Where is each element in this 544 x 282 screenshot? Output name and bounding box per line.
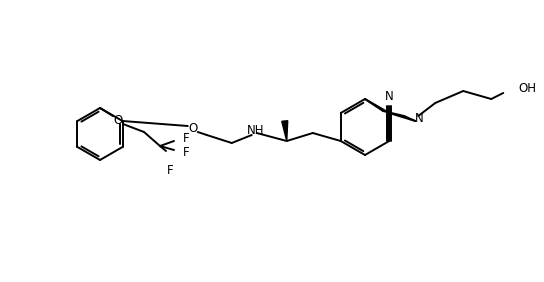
Text: F: F [183,146,189,158]
Text: O: O [113,113,122,127]
Text: N: N [385,91,394,103]
Polygon shape [282,121,288,141]
Text: N: N [415,111,424,124]
Text: NH: NH [247,124,264,136]
Text: O: O [188,122,197,135]
Text: F: F [166,164,174,177]
Text: OH: OH [518,83,536,96]
Text: F: F [183,131,189,144]
